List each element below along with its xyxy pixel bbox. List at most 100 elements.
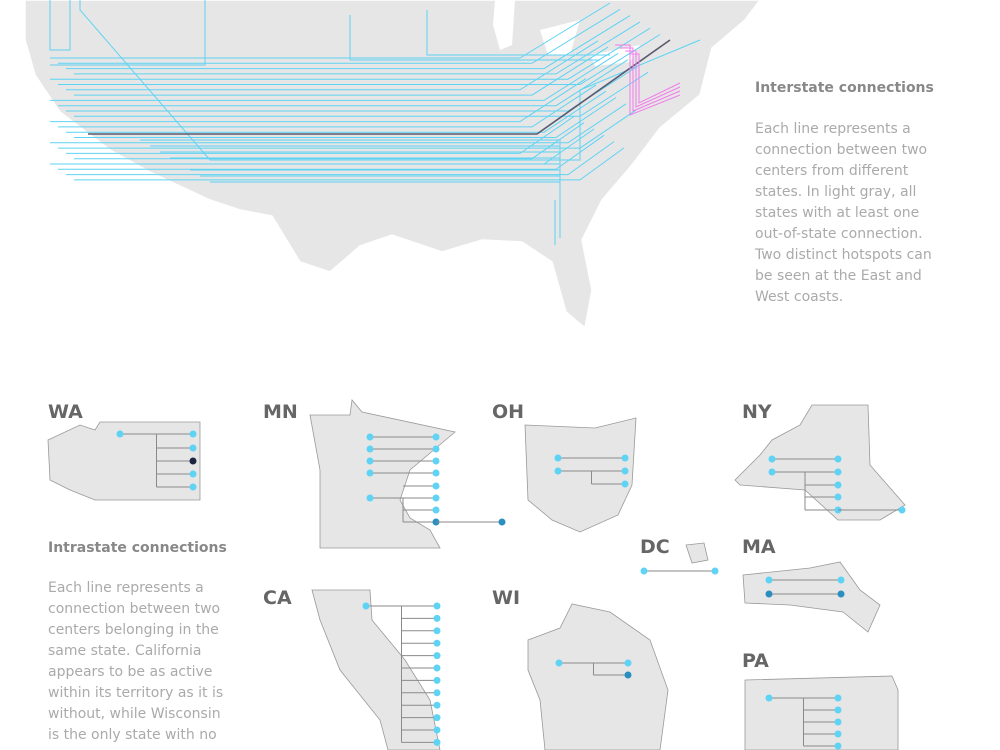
- connection: [50, 2, 611, 59]
- center-dot: [433, 689, 441, 697]
- center-dot: [189, 483, 197, 491]
- section-description: Each line represents a connection betwee…: [48, 580, 224, 743]
- center-dot: [624, 659, 632, 667]
- center-dot: [640, 567, 648, 575]
- center-dot: [498, 518, 506, 526]
- center-dot: [433, 639, 441, 647]
- state-shape: [524, 417, 637, 533]
- center-dot: [711, 567, 719, 575]
- connection: [58, 84, 597, 128]
- center-dot: [432, 445, 440, 453]
- connection: [50, 103, 627, 144]
- connection: [66, 141, 615, 176]
- connection: [630, 53, 681, 104]
- state-label: CA: [263, 587, 292, 609]
- center-dot: [433, 652, 441, 660]
- state-label: NY: [742, 401, 772, 423]
- center-dot: [432, 482, 440, 490]
- state-label: MN: [263, 401, 298, 423]
- section-description: Each line represents a connection betwee…: [755, 121, 932, 305]
- center-dot: [432, 457, 440, 465]
- center-dot: [834, 706, 842, 714]
- connection: [79, 0, 701, 161]
- center-dot: [768, 455, 776, 463]
- center-dot: [898, 506, 906, 514]
- state-shape: [742, 561, 881, 633]
- center-dot: [189, 444, 197, 452]
- state-label: WA: [48, 401, 83, 423]
- center-dot: [189, 470, 197, 478]
- center-dot: [834, 468, 842, 476]
- center-dot: [621, 480, 629, 488]
- center-dot: [834, 694, 842, 702]
- center-dot: [433, 676, 441, 684]
- connection: [349, 15, 600, 61]
- connection: [74, 97, 617, 138]
- center-dot: [834, 493, 842, 501]
- center-dot: [433, 602, 441, 610]
- center-dot: [116, 430, 124, 438]
- connection: [58, 134, 605, 170]
- connection: [615, 44, 681, 116]
- section-title: Interstate connections: [755, 80, 934, 96]
- connection: [66, 15, 631, 70]
- center-dot: [432, 469, 440, 477]
- center-dot: [189, 430, 197, 438]
- connection: [49, 0, 71, 51]
- connection: [58, 59, 629, 107]
- great-lake: [493, 0, 515, 50]
- center-dot: [432, 506, 440, 514]
- center-dot: [834, 481, 842, 489]
- connection: [50, 0, 206, 66]
- connection: [66, 90, 607, 133]
- center-dot: [621, 454, 629, 462]
- connection: [74, 122, 585, 160]
- center-dot: [189, 457, 197, 465]
- center-dot: [433, 726, 441, 734]
- connection: [74, 46, 609, 96]
- connection: [620, 47, 681, 112]
- center-dot: [362, 602, 370, 610]
- connection: [50, 78, 587, 123]
- connection: [50, 52, 619, 101]
- connection: [88, 39, 671, 135]
- state-label: OH: [492, 401, 525, 423]
- center-dot: [834, 742, 842, 750]
- center-dot: [433, 701, 441, 709]
- connection: [625, 50, 681, 108]
- state-maps: [47, 399, 906, 750]
- connection: [66, 65, 639, 112]
- center-dot: [554, 467, 562, 475]
- connection: [210, 181, 561, 238]
- center-dot: [554, 454, 562, 462]
- center-dot: [768, 468, 776, 476]
- state-shape: [744, 675, 899, 750]
- state-shape: [527, 603, 669, 750]
- center-dot: [433, 738, 441, 746]
- connection: [426, 10, 610, 56]
- state-label: DC: [640, 536, 670, 558]
- center-dot: [834, 730, 842, 738]
- center-dot: [366, 445, 374, 453]
- center-dot: [433, 627, 441, 635]
- center-dot: [621, 467, 629, 475]
- state-shape: [685, 542, 709, 564]
- center-dot: [432, 433, 440, 441]
- center-dot: [765, 576, 773, 584]
- connection: [66, 40, 599, 91]
- center-dot: [433, 614, 441, 622]
- state-label: MA: [742, 536, 776, 558]
- center-dot: [366, 494, 374, 502]
- center-dot: [765, 590, 773, 598]
- center-dot: [366, 433, 374, 441]
- center-dot: [624, 671, 632, 679]
- state-label: WI: [492, 587, 521, 609]
- state-label: PA: [742, 650, 769, 672]
- center-dot: [837, 590, 845, 598]
- center-dot: [765, 694, 773, 702]
- connection: [74, 147, 625, 181]
- center-dot: [433, 664, 441, 672]
- center-dot: [433, 714, 441, 722]
- center-dot: [834, 455, 842, 463]
